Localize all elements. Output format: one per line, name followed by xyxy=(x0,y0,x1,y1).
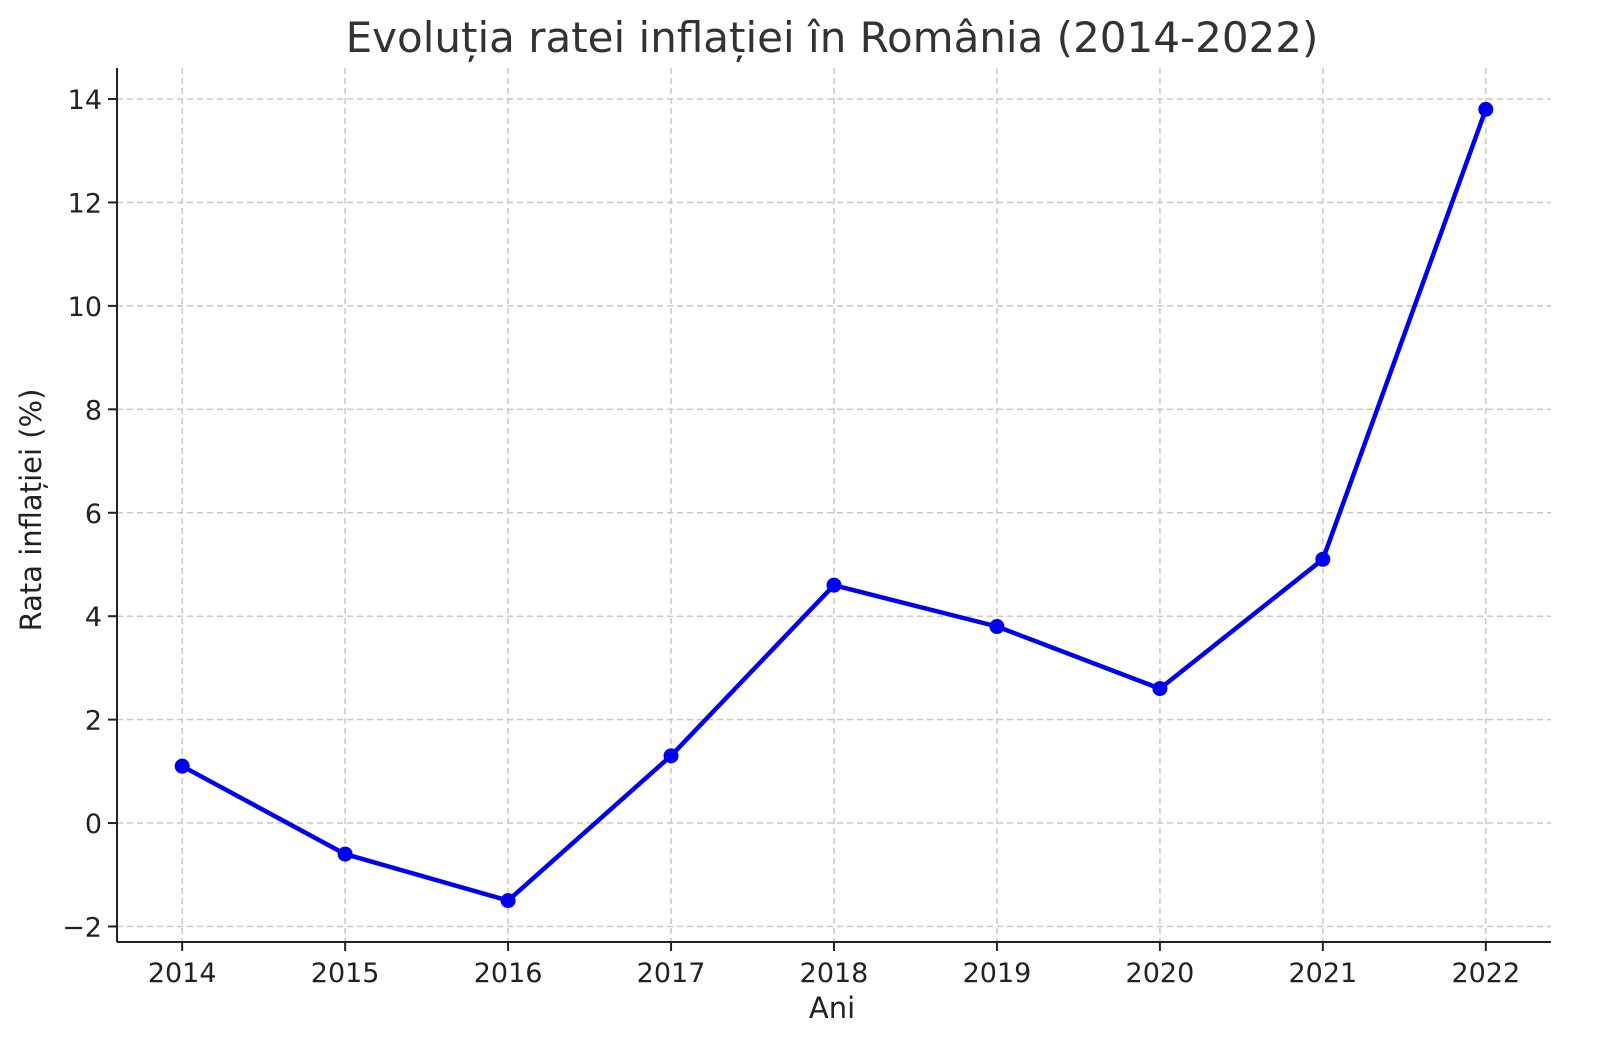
data-point-2022 xyxy=(1478,101,1494,117)
data-point-2014 xyxy=(174,758,190,774)
x-tick-label-2019: 2019 xyxy=(963,958,1032,989)
series-layer xyxy=(174,101,1494,909)
y-tick-label-2: 2 xyxy=(85,706,102,737)
x-tick-label-2017: 2017 xyxy=(637,958,706,989)
x-tick-label-2020: 2020 xyxy=(1126,958,1195,989)
y-tick-label-3: 4 xyxy=(85,602,102,633)
y-tick-label-5: 8 xyxy=(85,395,102,426)
x-tick-label-2022: 2022 xyxy=(1451,958,1520,989)
data-point-2018 xyxy=(826,577,842,593)
data-point-2015 xyxy=(337,846,353,862)
data-point-2021 xyxy=(1315,551,1331,567)
grid-layer xyxy=(117,68,1551,942)
y-axis-label: Rata inflației (%) xyxy=(14,389,48,632)
data-point-2016 xyxy=(500,893,516,909)
y-tick-label-6: 10 xyxy=(68,292,102,323)
x-tick-label-2015: 2015 xyxy=(311,958,380,989)
y-tick-label-7: 12 xyxy=(68,188,102,219)
data-point-2020 xyxy=(1152,681,1168,697)
ticks-layer: 2014 2015 2016 2017 2018 2019 2020 2021 2022 −2 0 2… xyxy=(62,85,1520,989)
x-tick-label-2021: 2021 xyxy=(1289,958,1358,989)
y-tick-label-1: 0 xyxy=(85,809,102,840)
data-point-2019 xyxy=(989,619,1005,635)
x-tick-label-2016: 2016 xyxy=(474,958,543,989)
y-tick-label-8: 14 xyxy=(68,85,102,116)
chart-title: Evoluția ratei inflației în România (201… xyxy=(346,13,1319,62)
y-tick-label-0: −2 xyxy=(62,912,102,943)
data-point-2017 xyxy=(663,748,679,764)
x-axis-label: Ani xyxy=(809,991,855,1025)
x-tick-label-2014: 2014 xyxy=(148,958,217,989)
x-tick-label-2018: 2018 xyxy=(800,958,869,989)
y-tick-label-4: 6 xyxy=(85,499,102,530)
